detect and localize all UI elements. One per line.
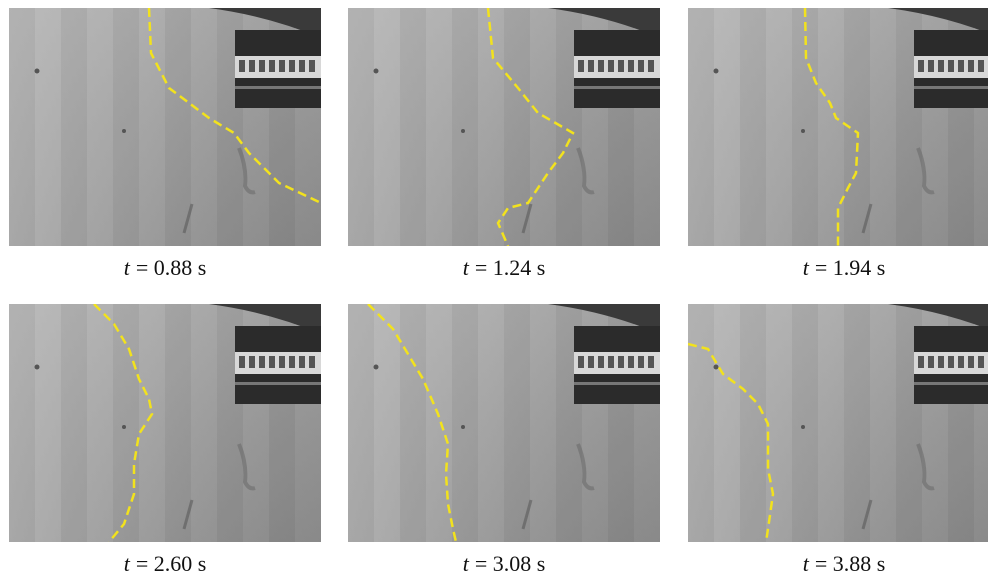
time-variable: t (463, 551, 469, 576)
photo (348, 8, 660, 246)
photo (348, 304, 660, 542)
caption: t= 3.08 s (348, 551, 660, 577)
caption: t= 0.88 s (9, 255, 321, 281)
caption: t= 1.24 s (348, 255, 660, 281)
photo (9, 8, 321, 246)
caption: t= 2.60 s (9, 551, 321, 577)
time-value: = 3.88 s (815, 551, 885, 576)
caption: t= 1.94 s (688, 255, 988, 281)
time-value: = 1.24 s (475, 255, 545, 280)
time-value: = 2.60 s (136, 551, 206, 576)
photo (688, 304, 988, 542)
time-value: = 1.94 s (815, 255, 885, 280)
photo (9, 304, 321, 542)
time-variable: t (803, 255, 809, 280)
time-value: = 0.88 s (136, 255, 206, 280)
time-value: = 3.08 s (475, 551, 545, 576)
time-variable: t (463, 255, 469, 280)
time-variable: t (124, 551, 130, 576)
figure: t= 0.88 st= 1.24 st= 1.94 st= 2.60 st= 3… (0, 0, 988, 572)
photo (688, 8, 988, 246)
caption: t= 3.88 s (688, 551, 988, 577)
time-variable: t (803, 551, 809, 576)
time-variable: t (124, 255, 130, 280)
